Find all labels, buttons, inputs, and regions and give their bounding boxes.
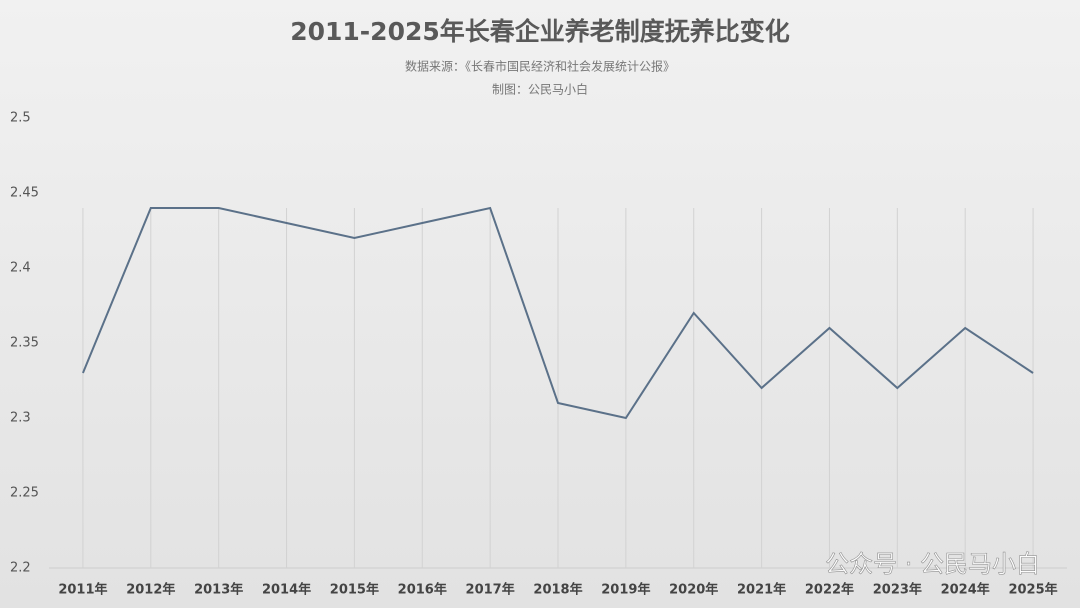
watermark: 公众号 · 公民马小白 (825, 550, 1040, 578)
y-tick-label: 2.5 (10, 111, 31, 126)
subtitle: 数据来源：《长春市国民经济和社会发展统计公报》 (405, 59, 675, 74)
x-tick-label: 2015年 (330, 582, 379, 598)
x-tick-label: 2019年 (601, 582, 650, 598)
y-tick-label: 2.3 (10, 411, 31, 426)
x-tick-label: 2016年 (398, 582, 447, 598)
x-tick-label: 2011年 (58, 582, 107, 598)
y-tick-label: 2.4 (10, 261, 31, 276)
x-tick-label: 2012年 (126, 582, 175, 598)
x-tick-label: 2020年 (669, 582, 718, 598)
y-tick-label: 2.45 (10, 186, 39, 201)
data-line (82, 206, 1034, 420)
credit: 制图：公民马小白 (492, 82, 588, 97)
x-tick-label: 2013年 (194, 582, 243, 598)
x-tick-label: 2024年 (941, 582, 990, 598)
chart-title: 2011-2025年长春企业养老制度抚养比变化 (290, 17, 790, 46)
y-tick-label: 2.2 (10, 561, 31, 576)
y-tick-label: 2.25 (10, 486, 39, 501)
x-tick-label: 2023年 (873, 582, 922, 598)
x-tick-label: 2014年 (262, 582, 311, 598)
x-tick-label: 2025年 (1008, 582, 1057, 598)
x-tick-label: 2017年 (466, 582, 515, 598)
x-tick-label: 2018年 (533, 582, 582, 598)
y-tick-label: 2.35 (10, 336, 39, 351)
x-tick-label: 2022年 (805, 582, 854, 598)
x-tick-label: 2021年 (737, 582, 786, 598)
